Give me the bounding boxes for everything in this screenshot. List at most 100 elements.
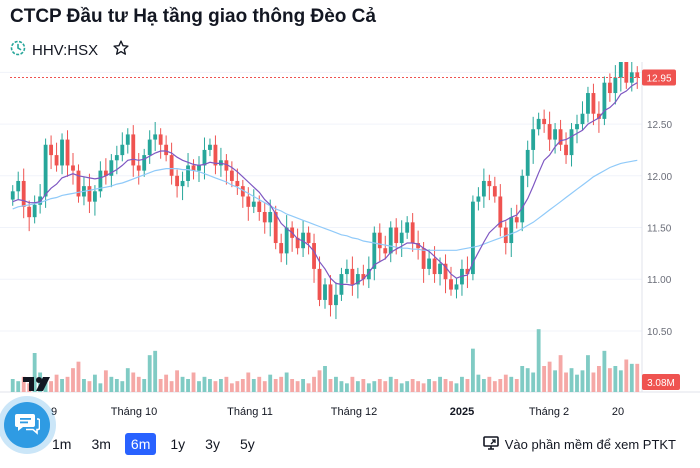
volume-bar [290,379,295,392]
price-chart-svg[interactable]: 12.95 12.50 12.00 11.50 11.00 10.50 3.08M 9 Thán… [0,62,700,422]
range-tab-1y[interactable]: 1y [170,436,186,452]
candle-body [202,149,207,166]
volume-bar [629,363,634,392]
range-tab-3m[interactable]: 3m [91,436,111,452]
volume-bar [136,376,141,392]
volume-bar [164,374,169,392]
price-chart[interactable]: 12.95 12.50 12.00 11.50 11.00 10.50 3.08M 9 Thán… [0,62,700,422]
range-tab-5y[interactable]: 5y [239,436,255,452]
volume-bar [202,376,207,392]
candle-body [71,165,75,171]
volume-bar [180,376,185,392]
volume-bar [416,381,421,392]
volume-bar [525,368,530,392]
volume-bar [229,383,234,392]
candle-body [306,232,311,244]
candle-body [186,165,190,181]
x-tick-label: 2025 [450,406,474,418]
chat-button[interactable] [4,402,50,448]
candle-body [273,212,278,244]
volume-bar [460,376,464,392]
volume-bar [498,379,503,392]
volume-bar [197,381,201,392]
candle-body [476,196,481,202]
candle-body [54,155,59,166]
candle-body [109,160,114,176]
range-tab-1m[interactable]: 1m [52,436,72,452]
candle-body [344,268,349,275]
volume-bar [547,361,552,392]
candle-body [602,82,607,119]
volume-bar [366,383,371,392]
volume-bar [449,381,453,392]
volume-bar [514,379,519,392]
candle-body [10,191,15,200]
x-tick-label: 9 [51,406,57,418]
volume-bar [213,381,218,392]
x-tick-label: Tháng 12 [331,406,377,418]
range-tab-6m[interactable]: 6m [124,433,157,455]
candle-body [525,149,530,176]
volume-bar [377,379,382,392]
open-ptkt-link[interactable]: Vào phần mềm để xem PTKT [482,436,676,453]
company-title: CTCP Đầu tư Hạ tầng giao thông Đèo Cả [10,6,376,27]
volume-bar [32,353,37,392]
candle-body [377,232,382,249]
volume-badge [642,374,680,390]
volume-bar [602,350,607,392]
y-tick-label: 10.50 [647,327,672,338]
candle-body [509,217,514,244]
volume-bar [191,372,196,392]
candle-body [317,268,322,300]
volume-bar [240,379,245,392]
volume-bar [312,376,316,392]
volume-bar [481,379,486,392]
monitor-icon [482,436,499,453]
candle-body [153,134,158,140]
candle-body [596,113,601,119]
candle-body [120,144,125,156]
candle-body [180,180,185,187]
volume-bar [361,379,366,392]
candle-body [536,118,541,130]
candle-body [498,196,503,228]
candle-body [624,62,629,83]
volume-bar [596,366,601,392]
volume-bar [65,376,70,392]
volume-bar [586,355,590,392]
volume-bar [503,374,508,392]
volume-bar [114,379,119,392]
volume-bar [520,366,525,392]
volume-bar [120,381,125,392]
candle-body [65,139,70,166]
candle-body [607,82,612,94]
candle-body [87,186,92,202]
candle-body [131,134,136,166]
time-range-tabs: 1m 3m 6m 1y 3y 5y [46,432,261,456]
volume-bar [82,379,86,392]
candle-body [470,201,475,275]
candle-body [240,186,245,197]
candle-body [16,180,21,192]
volume-bar [175,370,180,392]
volume-bar [328,379,333,392]
candle-body [213,144,218,166]
candle-body [520,175,525,223]
range-tab-3y[interactable]: 3y [205,436,220,452]
volume-bar [224,376,229,392]
candle-body [553,129,558,140]
volume-bar [142,379,147,392]
volume-bar [344,383,349,392]
candle-body [164,144,169,156]
star-outline-icon[interactable] [112,39,130,62]
volume-bar [284,372,289,392]
volume-bar [218,379,223,392]
candle-body [618,62,623,78]
volume-bar [465,379,470,392]
candle-body [191,165,196,171]
candle-body [564,144,568,156]
volume-bar [92,374,97,392]
candle-body [449,279,453,290]
candle-body [257,201,262,212]
candle-body [229,170,234,181]
